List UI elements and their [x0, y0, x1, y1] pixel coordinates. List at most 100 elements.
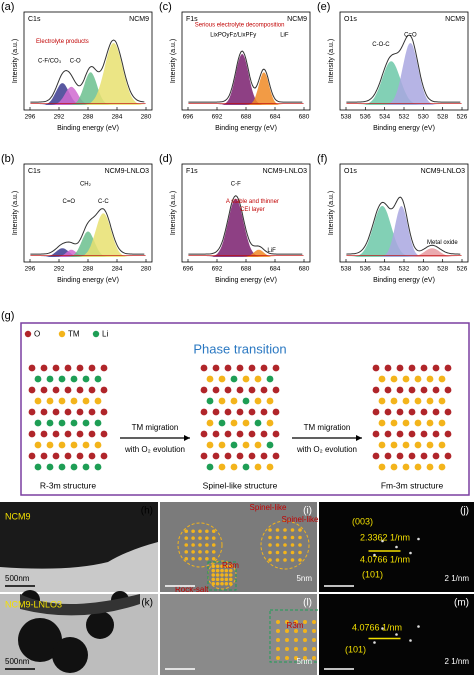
atom	[444, 452, 452, 460]
sample-label: NCM9-LNLO3	[263, 168, 307, 175]
atom	[52, 408, 60, 416]
atom	[254, 419, 262, 427]
atom	[215, 581, 220, 586]
diffraction-spot	[381, 539, 384, 543]
annotation: Spinel-like	[282, 515, 319, 524]
atom	[248, 408, 256, 416]
element-label: F1s	[186, 168, 198, 175]
annotation: LixPOyFz/LixPFy	[210, 32, 256, 38]
legend-label: Li	[102, 330, 108, 339]
atom	[444, 408, 452, 416]
atom	[432, 408, 440, 416]
atom	[248, 364, 256, 372]
atom	[88, 386, 96, 394]
x-tick-label: 526	[457, 266, 468, 273]
sample-label: NCM9	[129, 16, 149, 23]
atom	[46, 463, 54, 471]
scale-label: 2 1/nm	[445, 574, 470, 583]
x-tick-label: 532	[399, 266, 410, 273]
atom	[228, 581, 233, 586]
x-axis-label: Binding energy (eV)	[215, 125, 277, 132]
atom	[206, 441, 214, 449]
atom	[260, 364, 268, 372]
atom	[402, 375, 410, 383]
atom	[206, 463, 214, 471]
atom	[200, 408, 208, 416]
x-tick-label: 528	[437, 114, 448, 121]
atom	[290, 550, 295, 555]
atom	[275, 528, 280, 532]
arrow-head	[356, 435, 362, 441]
element-label: O1s	[344, 168, 357, 175]
scale-label: 2 1/nm	[445, 657, 470, 666]
particle	[86, 611, 114, 639]
atom	[444, 364, 452, 372]
x-tick-label: 534	[379, 266, 390, 273]
spectrum	[188, 195, 303, 255]
atom	[298, 543, 302, 547]
atom	[215, 573, 220, 577]
atom	[206, 419, 214, 427]
atom	[218, 375, 226, 383]
atom	[40, 408, 48, 416]
fit-peak	[188, 198, 304, 257]
atom	[420, 452, 428, 460]
atom	[242, 463, 250, 471]
atom	[408, 386, 416, 394]
atom	[303, 647, 307, 651]
annotation: Electrolyte products	[36, 39, 89, 45]
atom	[390, 419, 398, 427]
x-tick-label: 530	[418, 266, 429, 273]
atom	[205, 543, 209, 547]
atom	[52, 364, 60, 372]
annotation: NCM9-LNLO3	[5, 599, 62, 609]
x-axis-label: Binding energy (eV)	[373, 125, 435, 132]
x-tick-label: 288	[83, 114, 94, 121]
atom	[378, 375, 386, 383]
atom	[212, 452, 220, 460]
atom	[426, 441, 434, 449]
atom	[34, 463, 42, 471]
atom	[272, 364, 280, 372]
atom	[198, 529, 202, 534]
annotation: NCM9	[5, 511, 31, 521]
atom	[438, 397, 446, 405]
atom	[211, 568, 216, 573]
atom	[396, 408, 404, 416]
atom	[211, 573, 216, 577]
atom	[272, 452, 280, 460]
atom	[420, 364, 428, 372]
atom	[215, 564, 220, 569]
atom	[426, 463, 434, 471]
atom	[88, 364, 96, 372]
atom	[414, 397, 422, 405]
arrow-label: with O₂ evolution	[124, 445, 185, 454]
atom	[390, 375, 398, 383]
x-tick-label: 684	[270, 266, 281, 273]
x-tick-label: 284	[112, 114, 123, 121]
atom	[40, 364, 48, 372]
y-axis-label: Intensity (a.u.)	[170, 39, 177, 83]
x-tick-label: 536	[360, 114, 371, 121]
atom	[272, 386, 280, 394]
sample-label: NCM9	[287, 16, 307, 23]
atom	[242, 397, 250, 405]
atom	[218, 419, 226, 427]
atom	[242, 441, 250, 449]
x-tick-label: 680	[299, 114, 310, 121]
atom	[46, 375, 54, 383]
atom	[294, 629, 298, 633]
atom	[211, 536, 216, 540]
atom	[58, 419, 66, 427]
legend-dot	[24, 330, 32, 338]
x-tick-label: 688	[241, 114, 252, 121]
atom	[236, 408, 244, 416]
atom	[34, 397, 42, 405]
atom	[312, 620, 316, 624]
particle	[52, 637, 88, 673]
atom	[254, 375, 262, 383]
element-label: F1s	[186, 16, 198, 23]
atom	[266, 397, 274, 405]
structure-label: Fm-3m structure	[381, 480, 444, 490]
